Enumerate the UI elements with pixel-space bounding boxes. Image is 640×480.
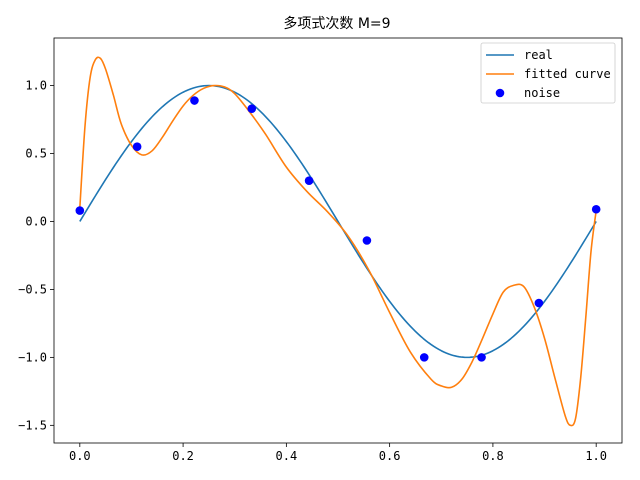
noise-point xyxy=(304,176,314,186)
chart-title: 多项式次数 M=9 xyxy=(283,15,390,32)
noise-point xyxy=(132,142,142,152)
noise-point xyxy=(75,206,85,215)
legend-swatch-noise xyxy=(495,88,505,98)
x-tick-label: 0.2 xyxy=(172,449,194,463)
noise-point xyxy=(477,353,486,362)
y-tick-label: 0.5 xyxy=(25,147,47,161)
legend-label-noise: noise xyxy=(524,86,560,100)
legend-label-fitted-curve: fitted curve xyxy=(524,67,611,81)
y-tick-label: −1.5 xyxy=(18,418,47,432)
plot-frame xyxy=(53,37,623,444)
x-tick-label: 0.6 xyxy=(379,449,401,463)
x-tick-label: 0.4 xyxy=(276,449,298,463)
noise-point xyxy=(419,353,429,362)
noise-point xyxy=(362,236,372,245)
y-tick-label: −1.0 xyxy=(18,350,47,364)
plot-area xyxy=(54,38,622,443)
y-tick-label: 0.0 xyxy=(25,214,47,228)
legend-box xyxy=(480,42,616,104)
y-tick-label: −0.5 xyxy=(18,282,47,296)
x-axis: 0.0 0.2 0.4 0.6 0.8 1.0 xyxy=(69,443,607,463)
y-axis: −1.5 −1.0 −0.5 0.0 0.5 1.0 xyxy=(18,79,54,432)
x-tick-label: 0.8 xyxy=(482,449,504,463)
y-tick-label: 1.0 xyxy=(25,79,47,93)
noise-point xyxy=(190,96,199,105)
x-tick-label: 0.0 xyxy=(69,449,91,463)
series-layer xyxy=(75,56,601,427)
legend-label-real: real xyxy=(524,48,553,62)
legend: real fitted curve noise xyxy=(480,42,616,104)
series-line-real xyxy=(79,84,597,359)
noise-point xyxy=(591,204,601,214)
series-line-fitted-curve xyxy=(79,56,597,427)
x-tick-label: 1.0 xyxy=(585,449,607,463)
noise-point xyxy=(247,104,257,113)
noise-point xyxy=(534,298,544,308)
